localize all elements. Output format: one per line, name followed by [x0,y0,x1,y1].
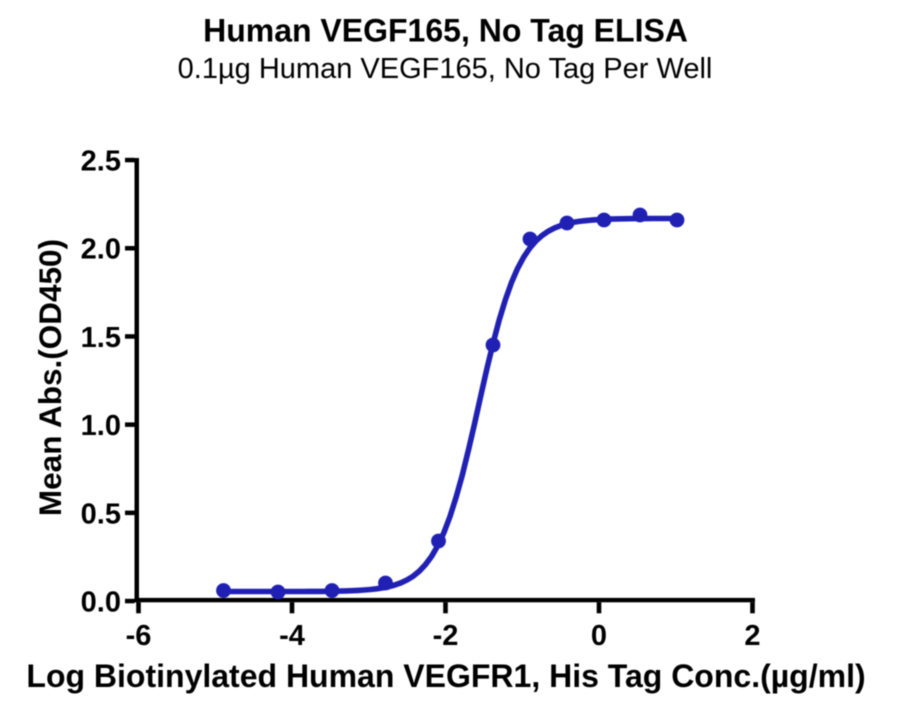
svg-text:0.0: 0.0 [81,587,121,619]
svg-text:2: 2 [744,620,760,652]
svg-text:-6: -6 [126,620,152,652]
svg-text:2.0: 2.0 [81,234,121,266]
svg-text:Log Biotinylated Human VEGFR1,: Log Biotinylated Human VEGFR1, His Tag C… [26,658,865,694]
svg-text:0: 0 [591,620,607,652]
svg-text:0.5: 0.5 [81,498,121,530]
svg-text:-2: -2 [433,620,459,652]
svg-text:1.5: 1.5 [81,322,121,354]
svg-text:Human VEGF165, No Tag ELISA: Human VEGF165, No Tag ELISA [203,13,688,49]
svg-text:2.5: 2.5 [81,146,121,178]
svg-text:0.1µg Human VEGF165, No Tag Pe: 0.1µg Human VEGF165, No Tag Per Well [178,53,713,85]
svg-text:-4: -4 [279,620,305,652]
svg-text:Mean Abs.(OD450): Mean Abs.(OD450) [32,239,68,516]
svg-text:1.0: 1.0 [81,410,121,442]
